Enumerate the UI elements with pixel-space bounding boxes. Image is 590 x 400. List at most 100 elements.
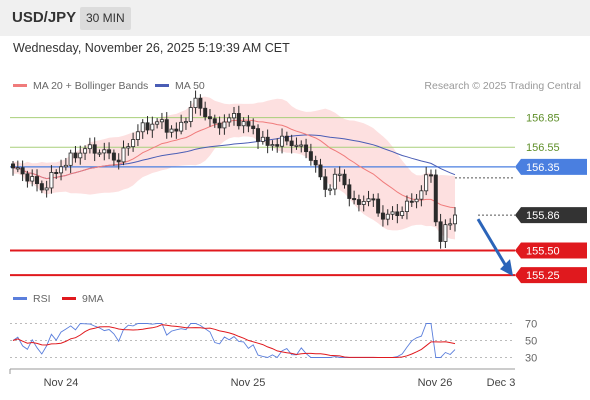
candle-body	[116, 159, 121, 163]
candle-body	[212, 118, 217, 124]
candle-body	[385, 213, 390, 220]
candle-body	[275, 144, 280, 147]
candle-body	[256, 128, 261, 142]
candle-body	[270, 144, 275, 147]
candle-body	[318, 164, 323, 178]
candle-body	[63, 164, 68, 168]
candle-body	[179, 121, 184, 132]
candle-body	[400, 211, 405, 217]
candle-body	[265, 136, 270, 146]
ma50-swatch	[155, 83, 169, 87]
candle-body	[183, 121, 188, 124]
candle-body	[308, 151, 313, 161]
candle-body	[236, 113, 241, 127]
candle-body	[164, 119, 169, 133]
support-level-tag	[515, 267, 587, 284]
candle-body	[424, 174, 429, 192]
candle-body	[428, 174, 433, 177]
candle-body	[68, 152, 73, 166]
x-tick-label: Nov 26	[418, 377, 453, 389]
rsi-line	[12, 323, 456, 359]
candle-body	[390, 211, 395, 215]
pivot-level-tag	[515, 158, 587, 175]
candle-body	[222, 121, 227, 129]
x-tick-label: Nov 24	[44, 377, 79, 389]
candle-body	[337, 173, 342, 176]
timeframe-button[interactable]: 30 MIN	[80, 7, 131, 30]
candle-body	[284, 135, 289, 142]
rsi-tick-label: 70	[525, 319, 537, 331]
candle-body	[332, 173, 337, 190]
candle-body	[452, 214, 457, 225]
candle-body	[438, 221, 443, 242]
candle-body	[448, 223, 453, 226]
candle-body	[126, 146, 131, 149]
ma20-legend-label: MA 20 + Bollinger Bands	[33, 80, 149, 92]
candle-body	[78, 152, 83, 159]
bollinger-band-fill	[13, 96, 455, 240]
candle-body	[313, 159, 318, 166]
candle-body	[361, 201, 366, 205]
candle-body	[203, 107, 208, 118]
x-tick-label: Nov 25	[231, 377, 266, 389]
candle-body	[299, 144, 304, 147]
candle-body	[342, 173, 347, 186]
candle-body	[174, 128, 179, 132]
support-level-label: 155.25	[526, 270, 560, 282]
candle-body	[20, 167, 25, 175]
candle-body	[97, 152, 102, 155]
candle-body	[83, 148, 88, 154]
candle-body	[35, 176, 40, 185]
rsi-legend-label: RSI	[33, 293, 51, 305]
ma50-legend-label: MA 50	[175, 80, 205, 92]
candle-body	[159, 119, 164, 123]
candle-body	[59, 166, 64, 174]
candle-body	[376, 198, 381, 214]
candle-body	[87, 144, 92, 150]
candle-body	[217, 122, 222, 129]
legend-9ma: 9MA	[62, 293, 104, 305]
x-tick-label: Dec 3	[487, 377, 516, 389]
candle-body	[10, 163, 15, 169]
candle-body	[328, 188, 333, 191]
candle-body	[92, 144, 97, 154]
research-credit: Research © 2025 Trading Central	[424, 80, 581, 92]
candle-body	[231, 113, 236, 119]
candle-body	[419, 190, 424, 200]
candle-body	[102, 149, 107, 154]
candle-body	[49, 172, 54, 189]
pivot-level-label: 156.35	[526, 162, 560, 174]
current-price-label: 155.86	[526, 210, 560, 222]
resistance-level-label: 156.85	[526, 113, 560, 125]
candle-body	[260, 136, 265, 142]
candle-body	[44, 187, 49, 191]
candle-body	[366, 198, 371, 202]
header-bar: USD/JPY 30 MIN	[0, 0, 590, 36]
candle-body	[188, 107, 193, 122]
legend-ma50: MA 50	[155, 80, 205, 92]
candle-body	[356, 199, 361, 205]
candle-body	[304, 144, 309, 153]
candle-body	[121, 147, 126, 163]
candle-body	[251, 125, 256, 130]
candle-body	[54, 172, 59, 175]
candle-body	[25, 173, 30, 182]
resistance-level-label: 156.55	[526, 142, 560, 154]
candle-body	[380, 212, 385, 220]
rsi-ma-line	[12, 324, 456, 358]
support-level-label: 155.50	[526, 246, 560, 258]
candle-body	[15, 167, 20, 170]
candle-body	[395, 211, 400, 217]
ma20-swatch	[13, 83, 27, 87]
legend-rsi: RSI	[13, 293, 51, 305]
rsi-tick-label: 50	[525, 336, 537, 348]
candle-body	[433, 174, 438, 223]
candle-body	[193, 97, 198, 108]
candle-body	[131, 139, 136, 148]
candle-body	[323, 176, 328, 190]
candle-body	[371, 198, 376, 201]
candle-body	[352, 198, 357, 201]
ma9-swatch	[62, 296, 76, 300]
